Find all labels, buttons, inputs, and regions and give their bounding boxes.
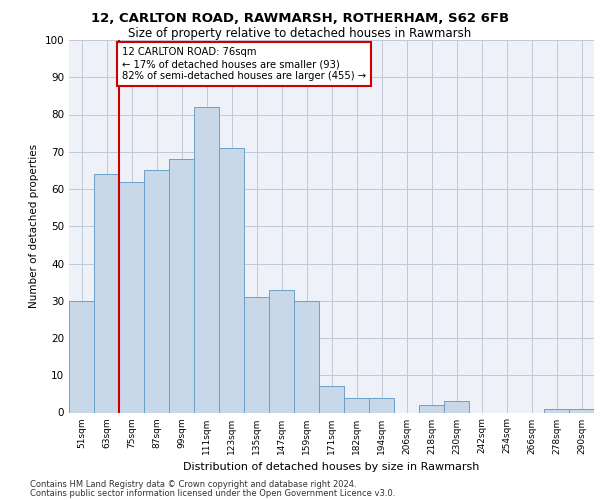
Bar [569, 409, 594, 412]
Bar [69, 300, 94, 412]
Bar [219, 148, 244, 412]
Text: 12 CARLTON ROAD: 76sqm
← 17% of detached houses are smaller (93)
82% of semi-det: 12 CARLTON ROAD: 76sqm ← 17% of detached… [121, 48, 365, 80]
Bar [294, 300, 319, 412]
Text: Contains HM Land Registry data © Crown copyright and database right 2024.: Contains HM Land Registry data © Crown c… [30, 480, 356, 489]
Bar [119, 182, 144, 412]
Bar [269, 290, 294, 412]
Bar [194, 107, 219, 412]
Bar [369, 398, 394, 412]
Bar [544, 409, 569, 412]
Bar [419, 405, 444, 412]
Text: Contains public sector information licensed under the Open Government Licence v3: Contains public sector information licen… [30, 489, 395, 498]
Bar [94, 174, 119, 412]
X-axis label: Distribution of detached houses by size in Rawmarsh: Distribution of detached houses by size … [184, 462, 479, 472]
Bar [344, 398, 369, 412]
Bar [319, 386, 344, 412]
Y-axis label: Number of detached properties: Number of detached properties [29, 144, 39, 308]
Text: Size of property relative to detached houses in Rawmarsh: Size of property relative to detached ho… [128, 28, 472, 40]
Bar [444, 402, 469, 412]
Bar [244, 297, 269, 412]
Bar [169, 159, 194, 412]
Text: 12, CARLTON ROAD, RAWMARSH, ROTHERHAM, S62 6FB: 12, CARLTON ROAD, RAWMARSH, ROTHERHAM, S… [91, 12, 509, 26]
Bar [144, 170, 169, 412]
